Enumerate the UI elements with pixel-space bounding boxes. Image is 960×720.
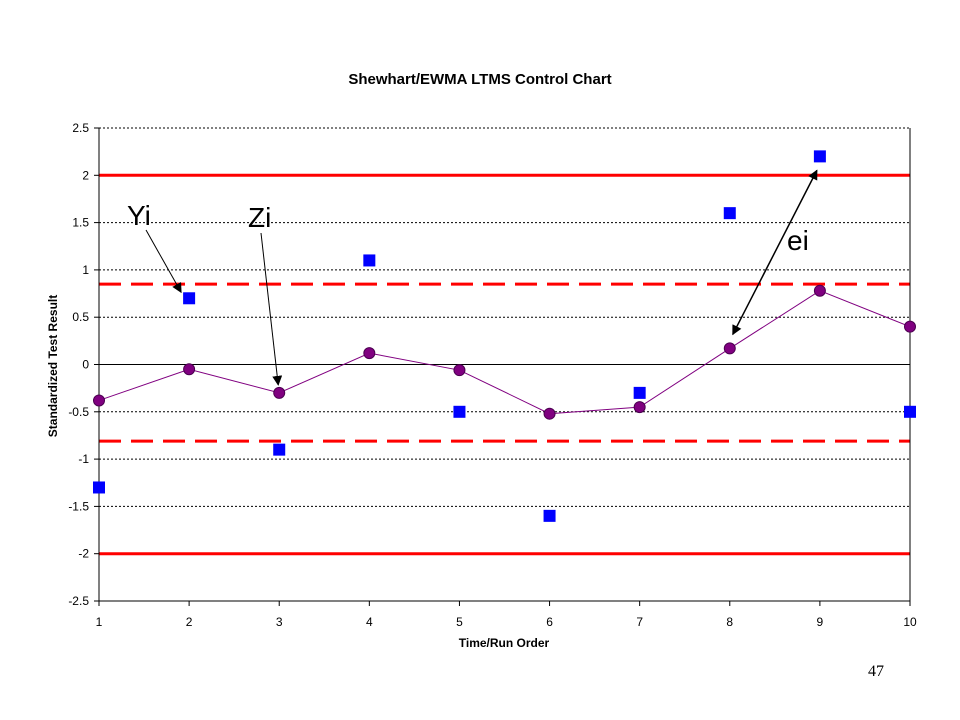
annotation-zi-arrow (260, 232, 283, 386)
ewma-point (363, 347, 376, 360)
ewma-point (813, 284, 826, 297)
x-tick-label: 2 (186, 615, 193, 629)
axes: 2.5 2 1.5 1 0.5 0 -0.5 -1 -1.5 -2 -2.5 1 2 3 4 5 6 7 8 9 10 (68, 121, 917, 629)
x-tick-label: 7 (636, 615, 643, 629)
annotation-yi: Yi (127, 200, 151, 231)
ewma-point (543, 407, 556, 420)
x-axis-label: Time/Run Order (459, 636, 550, 650)
x-tick-label: 3 (276, 615, 283, 629)
result-point (93, 481, 105, 494)
y-tick-label: -2 (78, 547, 89, 561)
ewma-series (93, 284, 916, 420)
result-point (273, 443, 286, 456)
result-point (183, 292, 196, 305)
page-number: 47 (868, 663, 884, 680)
x-tick-label: 4 (366, 615, 373, 629)
y-tick-label: 2.5 (72, 121, 89, 135)
result-point (363, 254, 376, 267)
y-tick-label: 1.5 (72, 216, 89, 230)
result-point (453, 405, 466, 418)
x-tick-label: 1 (96, 615, 103, 629)
ewma-point (723, 342, 736, 355)
y-tick-label: -2.5 (68, 594, 89, 608)
ewma-point (183, 363, 196, 376)
y-tick-label: -1.5 (68, 499, 89, 513)
annotation-yi-arrow (145, 229, 182, 294)
chart-title: Shewhart/EWMA LTMS Control Chart (348, 71, 611, 88)
annotations: Yi Zi ei (127, 169, 818, 386)
ewma-point (453, 364, 466, 377)
x-tick-label: 10 (903, 615, 917, 629)
y-tick-label: -1 (78, 452, 89, 466)
x-tick-label: 8 (726, 615, 733, 629)
individual-results-series (93, 150, 916, 522)
result-point (543, 509, 556, 522)
ewma-point (93, 394, 105, 407)
annotation-ei-arrow (732, 169, 818, 336)
annotation-zi: Zi (248, 202, 271, 233)
y-tick-label: 1 (82, 263, 89, 277)
annotation-ei: ei (787, 225, 809, 256)
x-tick-label: 9 (817, 615, 824, 629)
result-point (813, 150, 826, 163)
y-tick-label: 0 (82, 358, 89, 372)
y-tick-label: 2 (82, 168, 89, 182)
ewma-point (633, 401, 646, 414)
ewma-point (904, 320, 916, 333)
y-tick-label: 0.5 (72, 310, 89, 324)
result-point (904, 405, 916, 418)
ewma-point (273, 386, 286, 399)
result-point (723, 207, 736, 220)
result-point (633, 386, 646, 399)
y-axis-label: Standardized Test Result (46, 295, 60, 437)
x-tick-label: 6 (546, 615, 553, 629)
ewma-line (98, 290, 911, 415)
y-tick-label: -0.5 (68, 405, 89, 419)
x-tick-label: 5 (456, 615, 463, 629)
